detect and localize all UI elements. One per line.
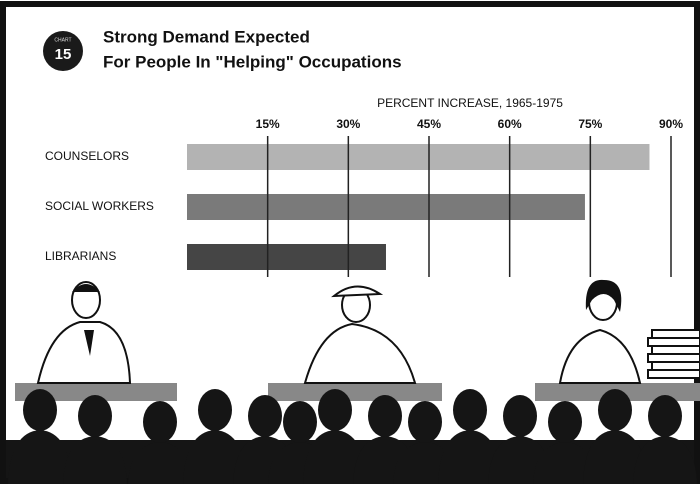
audience-head (283, 401, 317, 443)
plot: COUNSELORS SOCIAL WORKERS LIBRARIANS 15% 30%… (45, 117, 683, 277)
audience-head (143, 401, 177, 443)
bar (187, 144, 650, 170)
audience-head (78, 395, 112, 437)
x-tick-label: 60% (498, 117, 522, 131)
audience-body (583, 430, 647, 484)
audience-head (548, 401, 582, 443)
bar (187, 244, 386, 270)
audience-head (648, 395, 682, 437)
category-label: COUNSELORS (45, 149, 129, 163)
x-tick-label: 30% (336, 117, 360, 131)
audience-head (408, 401, 442, 443)
audience-head (503, 395, 537, 437)
x-tick-label: 90% (659, 117, 683, 131)
figure-social-worker (303, 322, 417, 384)
chart-subtitle: For People In "Helping" Occupations (103, 52, 402, 71)
audience-head (248, 395, 282, 437)
chart-badge (43, 31, 83, 71)
category-label: SOCIAL WORKERS (45, 199, 154, 213)
figure-hat (331, 285, 384, 298)
figure-hair (72, 284, 100, 292)
audience-body (8, 430, 72, 484)
desk (15, 383, 177, 401)
audience-body (633, 436, 697, 484)
figure-librarian (558, 328, 642, 384)
x-tick-label: 45% (417, 117, 441, 131)
audience-body (63, 436, 127, 484)
x-tick-label: 75% (578, 117, 602, 131)
category-label: LIBRARIANS (45, 249, 116, 263)
audience-body (533, 442, 597, 484)
audience (6, 389, 697, 484)
badge-number: 15 (55, 46, 72, 63)
book-stack (647, 329, 700, 379)
figure-tie (84, 330, 94, 356)
audience-head (198, 389, 232, 431)
audience-head (598, 389, 632, 431)
audience-body (128, 442, 192, 484)
figure-hair (585, 279, 622, 312)
figure-counselor (36, 321, 132, 384)
audience-body (438, 430, 502, 484)
chart-title: Strong Demand Expected (103, 27, 310, 46)
audience-head (318, 389, 352, 431)
axis-title: PERCENT INCREASE, 1965-1975 (377, 96, 563, 110)
audience-head (453, 389, 487, 431)
audience-head (23, 389, 57, 431)
audience-head (368, 395, 402, 437)
desk (268, 383, 442, 401)
badge-label: CHART (54, 37, 71, 43)
x-tick-label: 15% (256, 117, 280, 131)
audience-body (183, 430, 247, 484)
bar (187, 194, 585, 220)
audience-body (303, 430, 367, 484)
